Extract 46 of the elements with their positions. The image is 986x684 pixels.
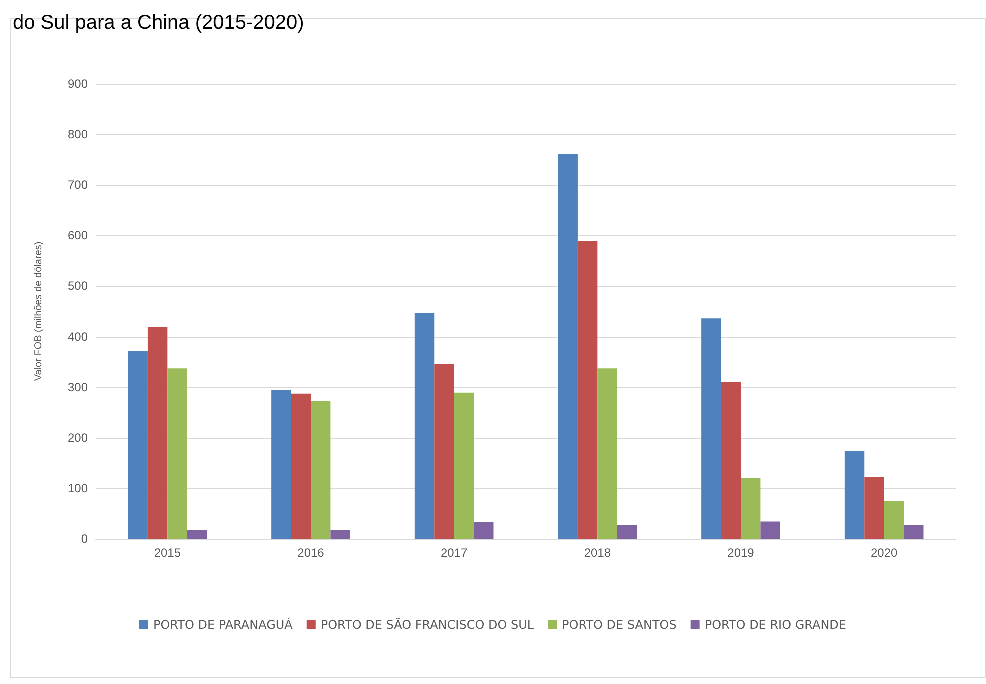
bar — [844, 451, 865, 539]
y-tick-label: 300 — [68, 380, 88, 394]
chart-title: do Sul para a China (2015-2020) — [13, 12, 304, 34]
x-tick-label: 2015 — [154, 546, 182, 560]
y-tick-label: 900 — [68, 77, 88, 91]
bar — [330, 530, 350, 539]
bar — [187, 530, 208, 539]
bar — [272, 390, 292, 539]
bar — [311, 401, 331, 539]
x-tick-label: 2019 — [728, 546, 755, 560]
bar — [598, 368, 618, 539]
y-tick-label: 700 — [68, 178, 88, 192]
bar — [168, 368, 188, 539]
x-tick-label: 2020 — [870, 546, 898, 560]
bar — [414, 314, 435, 539]
bar — [434, 364, 454, 539]
legend-label: PORTO DE RIO GRANDE — [704, 618, 847, 632]
x-tick-label: 2018 — [584, 546, 612, 560]
bar — [454, 392, 474, 539]
x-tick-label: 2016 — [298, 546, 325, 560]
bar — [760, 522, 780, 539]
bar — [578, 241, 598, 539]
bar — [617, 525, 638, 539]
y-tick-label: 500 — [68, 279, 88, 294]
x-tick-label: 2017 — [440, 546, 468, 560]
bar — [148, 327, 168, 539]
bar — [741, 478, 761, 539]
legend-label: PORTO DE SANTOS — [562, 618, 677, 632]
bar — [904, 525, 924, 539]
y-tick-label: 100 — [68, 481, 88, 496]
bar — [721, 382, 741, 539]
legend-label: PORTO DE PARANAGUÁ — [153, 617, 294, 632]
bar — [291, 394, 311, 539]
y-tick-label: 200 — [68, 430, 88, 445]
y-axis-title: Valor FOB (milhões de dólares) — [34, 242, 44, 382]
y-tick-label: 600 — [68, 228, 88, 243]
bar — [864, 477, 884, 539]
bar — [884, 501, 904, 539]
bar — [702, 318, 722, 539]
bar — [474, 522, 494, 539]
y-tick-label: 800 — [68, 128, 88, 142]
y-tick-label: 0 — [81, 532, 88, 546]
y-tick-label: 400 — [68, 330, 88, 344]
legend-label: PORTO DE SÃO FRANCISCO DO SUL — [320, 617, 534, 632]
bar — [558, 154, 578, 539]
bar — [128, 351, 148, 539]
